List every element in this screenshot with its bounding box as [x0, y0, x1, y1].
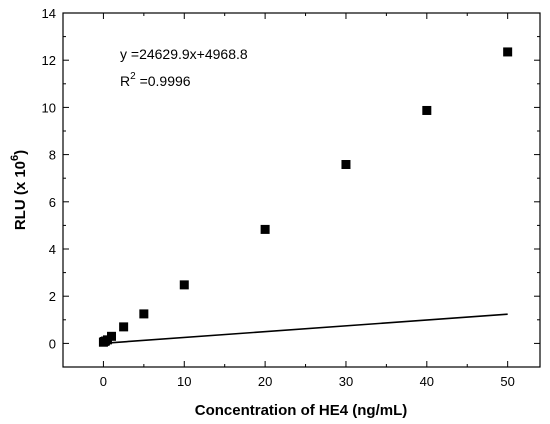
- y-tick-label: 0: [49, 336, 56, 351]
- x-tick-label: 40: [420, 374, 434, 389]
- y-tick-label: 14: [42, 6, 56, 21]
- data-point: [179, 280, 189, 290]
- x-tick-label: 20: [258, 374, 272, 389]
- r-squared-prefix: R: [120, 73, 130, 89]
- x-axis-ticks: 0 10 20 30 40 50: [62, 13, 515, 389]
- data-points: [98, 47, 513, 347]
- x-tick-label: 0: [100, 374, 107, 389]
- r-squared-value: =0.9996: [136, 73, 191, 89]
- r-squared-exponent: 2: [130, 71, 136, 82]
- y-tick-label: 8: [49, 148, 56, 163]
- data-point: [503, 47, 513, 57]
- x-tick-label: 50: [500, 374, 514, 389]
- r-squared: R2 =0.9996: [120, 71, 191, 89]
- fit-equation: y =24629.9x+4968.8: [120, 46, 248, 62]
- y-axis-title-main: RLU (x 10: [12, 161, 29, 230]
- plot-frame: [62, 12, 541, 368]
- data-point: [139, 309, 149, 319]
- x-tick-label: 30: [339, 374, 353, 389]
- data-point: [260, 224, 270, 234]
- y-axis-title: RLU (x 106): [9, 150, 29, 230]
- y-axis-title-close: ): [12, 150, 29, 155]
- fit-line: [103, 313, 508, 345]
- data-point: [119, 322, 129, 332]
- data-point: [422, 105, 432, 115]
- x-tick-label: 10: [177, 374, 191, 389]
- y-axis-ticks: 0 2 4 6 8 10 12 14: [42, 6, 540, 368]
- data-point: [107, 331, 117, 341]
- x-axis-title: Concentration of HE4 (ng/mL): [195, 402, 408, 419]
- y-tick-label: 2: [49, 289, 56, 304]
- y-tick-label: 6: [49, 195, 56, 210]
- y-tick-label: 4: [49, 242, 56, 257]
- y-tick-label: 12: [42, 53, 56, 68]
- y-tick-label: 10: [42, 100, 56, 115]
- data-point: [341, 160, 351, 170]
- y-axis-title-exponent: 6: [9, 155, 21, 161]
